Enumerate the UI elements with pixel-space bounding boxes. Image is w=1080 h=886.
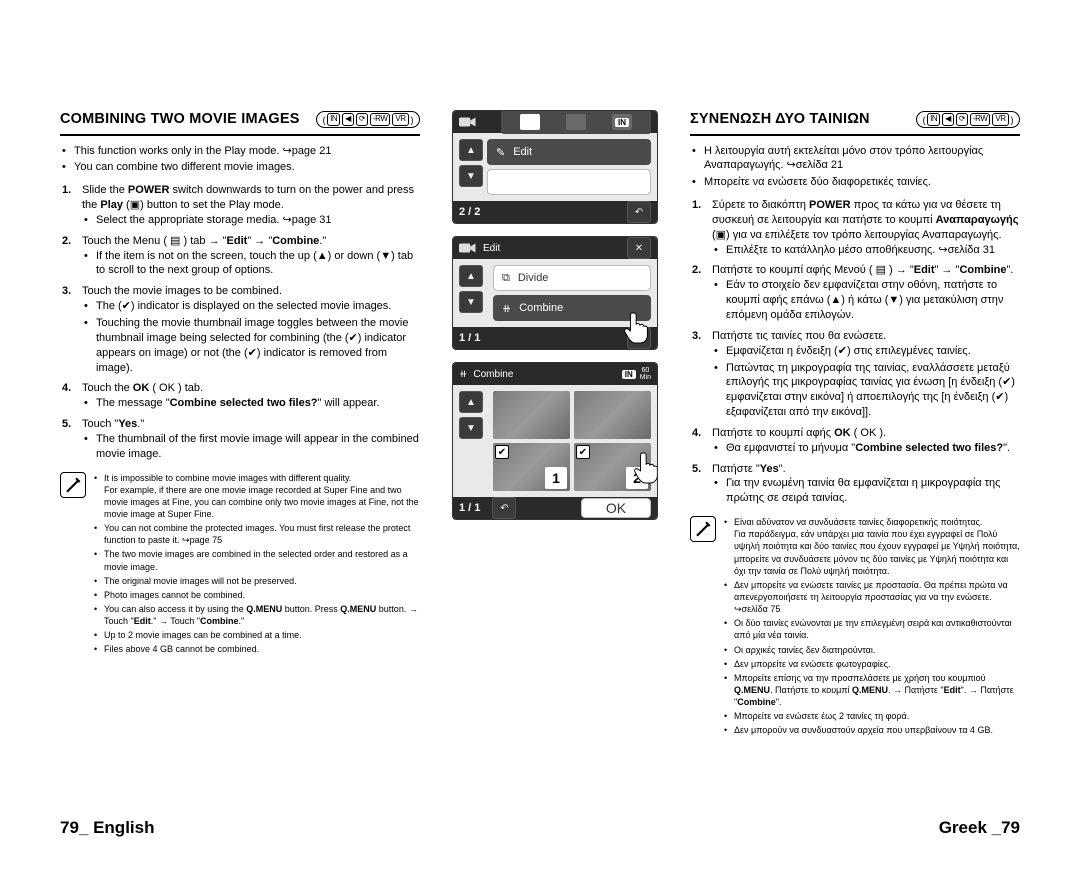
divide-icon: ⧉ xyxy=(502,272,510,285)
camcorder-icon xyxy=(459,115,477,129)
movie-thumb-3[interactable]: ✔ 1 xyxy=(493,443,570,491)
footer-left: 79_ English xyxy=(60,818,154,838)
pencil-icon: ✎ xyxy=(496,146,505,159)
menu-item-divide[interactable]: ⧉ Divide xyxy=(493,265,651,291)
check-icon: ✔ xyxy=(495,445,509,459)
note-icon xyxy=(690,516,716,542)
footer-right: Greek _79 xyxy=(939,818,1020,838)
menu-item-edit[interactable]: ✎ Edit xyxy=(487,139,651,165)
left-steps: Slide the POWER switch downwards to turn… xyxy=(60,183,420,461)
movie-thumb-2[interactable] xyxy=(574,391,651,439)
right-column: ΣΥΝΕΝΩΣΗ ΔΥΟ ΤΑΙΝΙΩΝ (IN◀⟳-RWVR) Η λειτο… xyxy=(690,110,1020,830)
menu-tab-icon[interactable] xyxy=(520,114,540,130)
left-notes: It is impossible to combine movie images… xyxy=(60,472,420,658)
screen-title: Combine xyxy=(473,369,513,380)
disc-icons-right: (IN◀⟳-RWVR) xyxy=(916,111,1020,128)
movie-thumb-4[interactable]: ✔ 2 xyxy=(574,443,651,491)
menu-item-combine[interactable]: ⧺ Combine xyxy=(493,295,651,321)
page-indicator: 2 / 2 xyxy=(459,206,480,218)
center-screens: IN ▲ ▼ ✎ Edit xyxy=(440,110,670,830)
combine-title-icon: ⧺ xyxy=(459,369,467,380)
down-button[interactable]: ▼ xyxy=(459,417,483,439)
back-button[interactable]: ↶ xyxy=(492,497,516,519)
note-icon xyxy=(60,472,86,498)
close-button[interactable]: ✕ xyxy=(627,237,651,259)
up-button[interactable]: ▲ xyxy=(459,391,483,413)
remaining-time: 60 Min xyxy=(640,367,651,381)
camcorder-icon xyxy=(459,241,477,255)
back-button[interactable]: ↶ xyxy=(627,201,651,223)
right-steps: Σύρετε το διακόπτη POWER προς τα κάτω γι… xyxy=(690,198,1020,506)
down-button[interactable]: ▼ xyxy=(459,291,483,313)
movie-thumb-1[interactable] xyxy=(493,391,570,439)
disc-icons-left: (IN◀⟳-RWVR) xyxy=(316,111,420,128)
order-badge: 1 xyxy=(545,467,567,489)
ok-button[interactable]: OK xyxy=(581,498,651,518)
right-intro: Η λειτουργία αυτή εκτελείται μόνο στον τ… xyxy=(690,144,1020,191)
back-button[interactable]: ↶ xyxy=(627,327,651,349)
left-column: COMBINING TWO MOVIE IMAGES (IN◀⟳-RWVR) T… xyxy=(60,110,420,830)
left-intro: This function works only in the Play mod… xyxy=(60,144,420,176)
left-heading: COMBINING TWO MOVIE IMAGES xyxy=(60,110,300,130)
order-badge: 2 xyxy=(626,467,648,489)
menu-item-blank[interactable] xyxy=(487,169,651,195)
right-heading: ΣΥΝΕΝΩΣΗ ΔΥΟ ΤΑΙΝΙΩΝ xyxy=(690,110,870,130)
screen-edit: Edit ✕ ▲ ▼ ⧉ Divide ⧺ xyxy=(452,236,658,350)
right-notes: Είναι αδύνατον να συνδυάσετε ταινίες δια… xyxy=(690,516,1020,738)
storage-badge: IN xyxy=(622,370,636,379)
page-indicator: 1 / 1 xyxy=(459,332,480,344)
storage-tab-icon[interactable]: IN xyxy=(612,114,632,130)
page-indicator: 1 / 1 xyxy=(459,502,480,514)
up-button[interactable]: ▲ xyxy=(459,139,483,161)
up-button[interactable]: ▲ xyxy=(459,265,483,287)
settings-tab-icon[interactable] xyxy=(566,114,586,130)
screen-title: Edit xyxy=(483,243,500,254)
screen-combine: ⧺ Combine IN 60 Min ▲ ▼ xyxy=(452,362,658,520)
down-button[interactable]: ▼ xyxy=(459,165,483,187)
screen-menu: IN ▲ ▼ ✎ Edit xyxy=(452,110,658,224)
combine-icon: ⧺ xyxy=(502,302,511,315)
page-footer: 79_ English Greek _79 xyxy=(60,818,1020,838)
check-icon: ✔ xyxy=(576,445,590,459)
